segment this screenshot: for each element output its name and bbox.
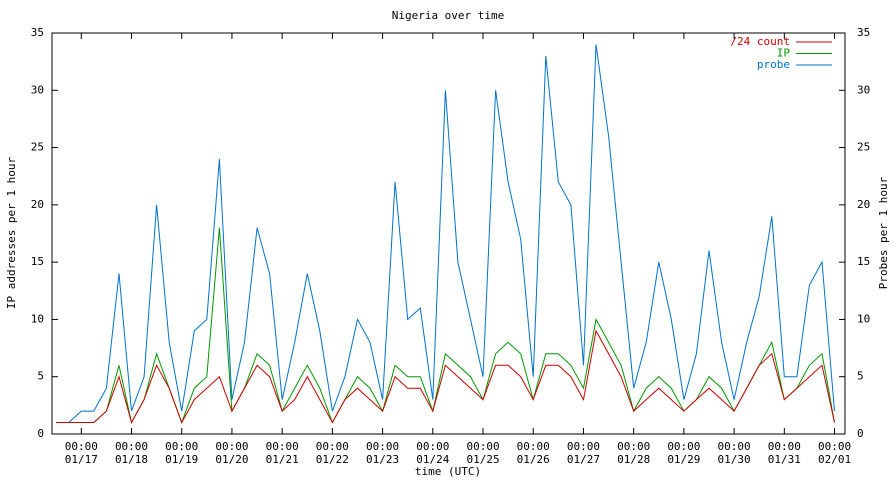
x-tick-label: 01/30: [718, 453, 751, 466]
x-tick-label: 02/01: [818, 453, 851, 466]
legend-label: /24 count: [730, 35, 790, 48]
y-tick-label: 30: [31, 83, 44, 96]
x-tick-label: 00:00: [466, 440, 499, 453]
x-tick-label: 01/20: [215, 453, 248, 466]
x-tick-label: 01/17: [65, 453, 98, 466]
y2-tick-label: 25: [857, 141, 870, 154]
x-tick-label: 00:00: [316, 440, 349, 453]
x-tick-label: 01/24: [416, 453, 449, 466]
x-tick-label: 00:00: [617, 440, 650, 453]
x-tick-label: 00:00: [266, 440, 299, 453]
x-axis-label: time (UTC): [415, 465, 481, 478]
legend-label: probe: [757, 58, 790, 71]
y2-axis-label: Probes per 1 hour: [877, 176, 890, 289]
x-tick-label: 01/31: [768, 453, 801, 466]
x-tick-label: 00:00: [416, 440, 449, 453]
x-tick-label: 00:00: [165, 440, 198, 453]
y2-tick-label: 20: [857, 198, 870, 211]
x-tick-label: 00:00: [768, 440, 801, 453]
x-tick-label: 01/26: [517, 453, 550, 466]
x-tick-label: 00:00: [517, 440, 550, 453]
y2-tick-label: 35: [857, 26, 870, 39]
x-tick-label: 01/29: [667, 453, 700, 466]
plot-frame: [51, 32, 846, 435]
x-tick-label: 00:00: [818, 440, 851, 453]
y-axis-label: IP addresses per 1 hour: [5, 156, 18, 309]
x-tick-label: 00:00: [65, 440, 98, 453]
x-tick-label: 01/28: [617, 453, 650, 466]
x-tick-label: 00:00: [366, 440, 399, 453]
chart-title: Nigeria over time: [392, 9, 505, 22]
x-tick-label: 01/25: [466, 453, 499, 466]
y2-tick-label: 30: [857, 83, 870, 96]
x-tick-label: 01/23: [366, 453, 399, 466]
x-tick-label: 00:00: [667, 440, 700, 453]
y2-tick-label: 10: [857, 312, 870, 325]
y2-tick-label: 15: [857, 255, 870, 268]
y2-tick-label: 0: [857, 427, 864, 440]
y-tick-label: 10: [31, 312, 44, 325]
x-tick-label: 01/19: [165, 453, 198, 466]
x-tick-label: 00:00: [115, 440, 148, 453]
x-tick-label: 01/18: [115, 453, 148, 466]
y-tick-label: 25: [31, 141, 44, 154]
series-line: [56, 329, 835, 424]
y-tick-label: 20: [31, 198, 44, 211]
x-tick-label: 00:00: [567, 440, 600, 453]
x-tick-label: 00:00: [215, 440, 248, 453]
x-tick-label: 01/22: [316, 453, 349, 466]
x-tick-label: 00:00: [718, 440, 751, 453]
y2-tick-label: 5: [857, 370, 864, 383]
y-tick-label: 35: [31, 26, 44, 39]
y-tick-label: 0: [37, 427, 44, 440]
y-tick-label: 15: [31, 255, 44, 268]
y-tick-label: 5: [37, 370, 44, 383]
series-line: [56, 44, 835, 423]
series-line: [56, 227, 835, 424]
x-tick-label: 01/21: [266, 453, 299, 466]
x-tick-label: 01/27: [567, 453, 600, 466]
legend-label: IP: [777, 47, 791, 60]
